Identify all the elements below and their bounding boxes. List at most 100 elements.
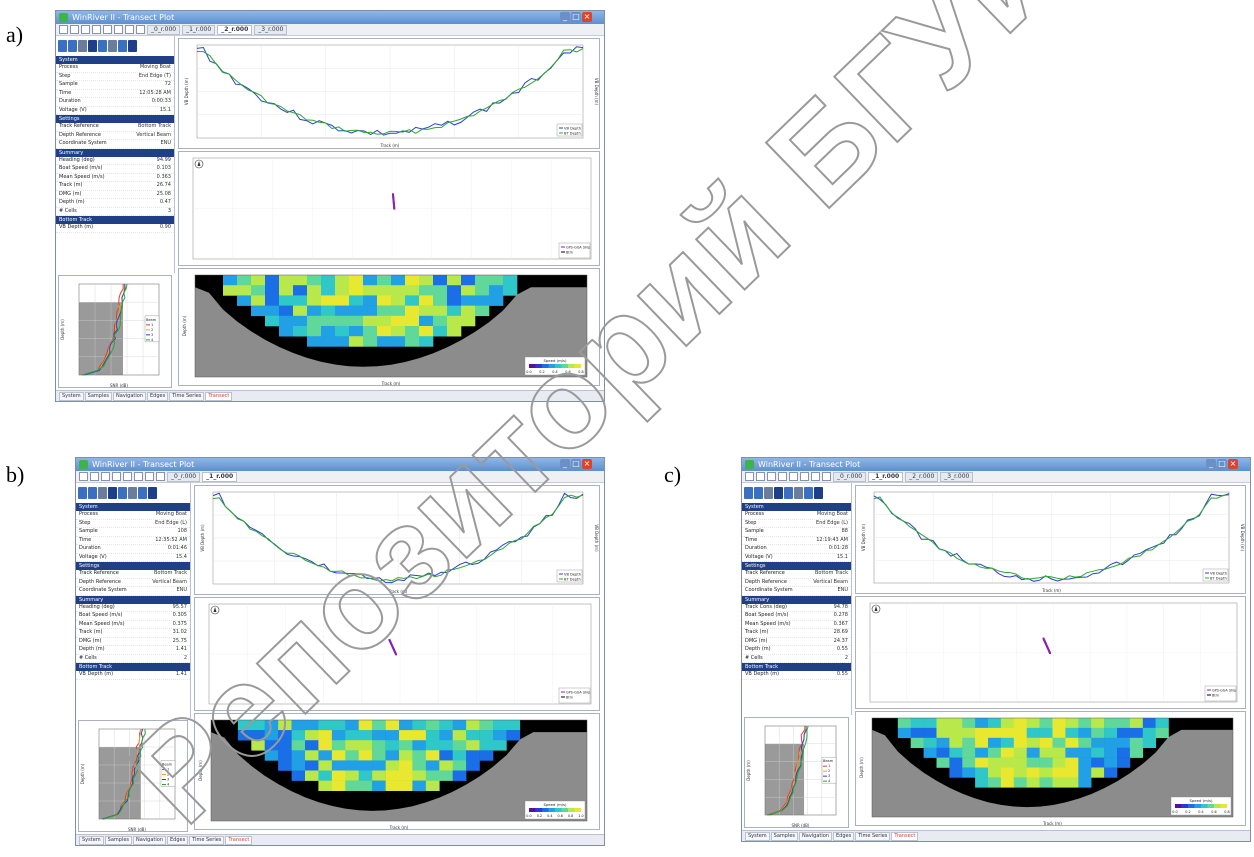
velocity-cell (425, 760, 440, 771)
refresh-icon[interactable] (814, 487, 823, 499)
save-icon[interactable] (70, 25, 79, 34)
document-tab[interactable]: _2_r.000 (217, 24, 253, 35)
close-button[interactable]: × (582, 12, 592, 22)
legend-label: VB Depth (1210, 572, 1227, 576)
open-icon[interactable] (79, 472, 88, 481)
view-tab[interactable]: Navigation (133, 835, 166, 845)
gauge-icon[interactable] (98, 40, 107, 52)
compass-icon[interactable] (156, 472, 165, 481)
chart-icon[interactable] (145, 472, 154, 481)
settings-icon[interactable] (778, 472, 787, 481)
velocity-cell (475, 305, 490, 317)
view-tab[interactable]: Transect (205, 391, 233, 401)
settings-icon[interactable] (92, 25, 101, 34)
play-icon[interactable] (123, 472, 132, 481)
maximize-button[interactable]: □ (1217, 459, 1227, 469)
print-icon[interactable] (767, 472, 776, 481)
chart-icon[interactable] (125, 25, 134, 34)
save-icon[interactable] (756, 472, 765, 481)
velocity-cell (331, 720, 346, 731)
velocity-cell (412, 760, 427, 771)
view-tab[interactable]: Time Series (169, 391, 205, 401)
view-tab[interactable]: Edges (146, 391, 169, 401)
view-tab[interactable]: Edges (166, 835, 189, 845)
view-tab[interactable]: Edges (832, 831, 855, 841)
document-tab[interactable]: _3_r.000 (254, 24, 288, 35)
bluetooth-icon[interactable] (744, 487, 753, 499)
target-icon[interactable] (794, 487, 803, 499)
stop-icon[interactable] (114, 25, 123, 34)
boat-icon[interactable] (754, 487, 763, 499)
bluetooth-icon[interactable] (58, 40, 67, 52)
view-tab[interactable]: Navigation (799, 831, 832, 841)
gauge-icon[interactable] (118, 487, 127, 499)
beam-icon[interactable] (764, 487, 773, 499)
settings-icon[interactable] (112, 472, 121, 481)
maximize-button[interactable]: □ (571, 459, 581, 469)
document-tab[interactable]: _1_r.000 (202, 471, 238, 482)
chart-icon[interactable] (811, 472, 820, 481)
minimize-button[interactable]: _ (560, 12, 570, 22)
document-tab[interactable]: _2_r.000 (905, 471, 939, 482)
stop-icon[interactable] (800, 472, 809, 481)
view-tab[interactable]: Samples (104, 835, 133, 845)
grid-icon[interactable] (774, 487, 783, 499)
play-icon[interactable] (103, 25, 112, 34)
minimize-button[interactable]: _ (1206, 459, 1216, 469)
target-icon[interactable] (128, 487, 137, 499)
speed-scale-tick: 0.6 (1211, 810, 1216, 814)
view-tab[interactable]: Navigation (113, 391, 146, 401)
view-tab[interactable]: System (59, 391, 84, 401)
view-tab[interactable]: Samples (84, 391, 113, 401)
view-tab[interactable]: Transect (891, 831, 919, 841)
bluetooth-icon[interactable] (78, 487, 87, 499)
speed-scale-swatch (542, 364, 549, 368)
open-icon[interactable] (745, 472, 754, 481)
close-button[interactable]: × (582, 459, 592, 469)
stop-icon[interactable] (134, 472, 143, 481)
boat-icon[interactable] (68, 40, 77, 52)
gauge-icon[interactable] (784, 487, 793, 499)
view-tab[interactable]: System (79, 835, 104, 845)
battery-icon[interactable] (804, 487, 813, 499)
document-tab[interactable]: _1_r.000 (868, 471, 904, 482)
maximize-button[interactable]: □ (571, 12, 581, 22)
compass-icon[interactable] (136, 25, 145, 34)
grid-icon[interactable] (108, 487, 117, 499)
boat-icon[interactable] (88, 487, 97, 499)
minimize-button[interactable]: _ (560, 459, 570, 469)
view-tab[interactable]: Samples (770, 831, 799, 841)
save-icon[interactable] (90, 472, 99, 481)
speed-scale-tick: 0.0 (526, 370, 531, 374)
document-tab[interactable]: _0_r.000 (147, 24, 181, 35)
view-tab[interactable]: Time Series (855, 831, 891, 841)
document-tab[interactable]: _0_r.000 (167, 471, 201, 482)
view-tab[interactable]: Transect (225, 835, 253, 845)
compass-icon[interactable] (822, 472, 831, 481)
battery-icon[interactable] (118, 40, 127, 52)
document-tab[interactable]: _3_r.000 (940, 471, 974, 482)
velocity-cell (1104, 718, 1118, 729)
print-icon[interactable] (101, 472, 110, 481)
velocity-cell (391, 295, 406, 306)
velocity-cell (1026, 777, 1040, 788)
target-icon[interactable] (108, 40, 117, 52)
print-icon[interactable] (81, 25, 90, 34)
document-tab[interactable]: _0_r.000 (833, 471, 867, 482)
velocity-cell (475, 285, 490, 296)
open-icon[interactable] (59, 25, 68, 34)
refresh-icon[interactable] (148, 487, 157, 499)
velocity-cell (988, 727, 1002, 739)
play-icon[interactable] (789, 472, 798, 481)
beam-icon[interactable] (78, 40, 87, 52)
refresh-icon[interactable] (128, 40, 137, 52)
property-label: DMG (m) (59, 190, 82, 197)
view-tab[interactable]: Time Series (189, 835, 225, 845)
battery-icon[interactable] (138, 487, 147, 499)
grid-icon[interactable] (88, 40, 97, 52)
document-tab[interactable]: _1_r.000 (182, 24, 216, 35)
close-button[interactable]: × (1228, 459, 1238, 469)
velocity-cell (461, 285, 476, 296)
beam-icon[interactable] (98, 487, 107, 499)
view-tab[interactable]: System (745, 831, 770, 841)
